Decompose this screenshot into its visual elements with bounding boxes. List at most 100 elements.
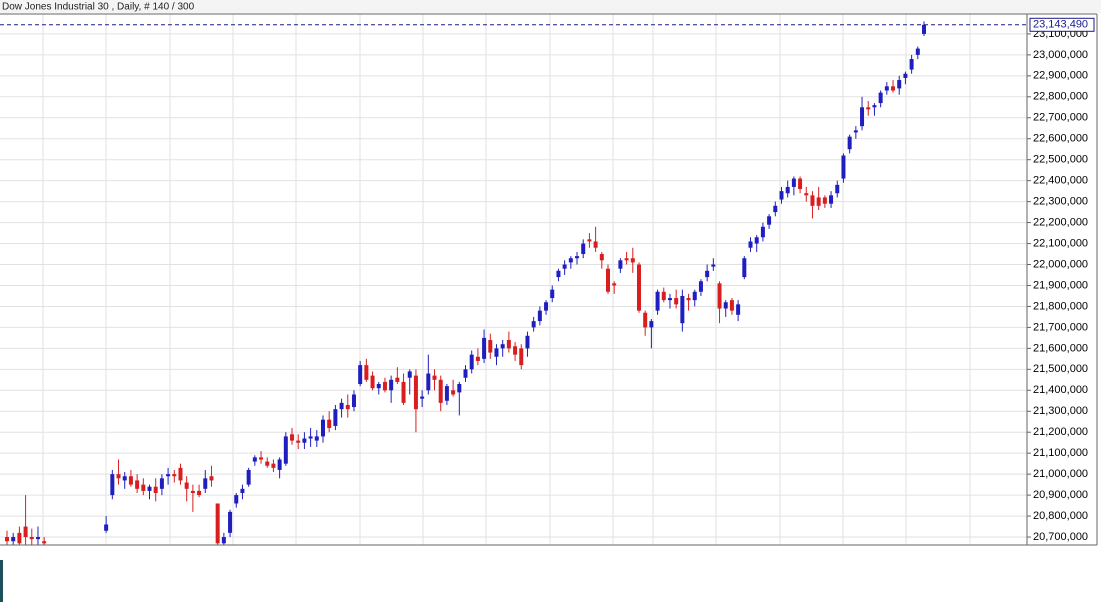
candle-body [308,436,313,439]
candle-body [562,264,567,269]
y-tick-label: 22,500,000 [1033,154,1088,166]
candle-body [141,484,146,491]
candle-body [110,474,115,496]
candle-body [847,136,852,150]
candle-body [791,178,796,187]
candle-body [197,490,202,496]
candle-body [413,375,418,410]
candle-body [723,302,728,309]
y-tick-label: 22,600,000 [1033,133,1088,145]
candle-body [544,302,549,311]
candle-body [203,478,208,489]
candle-body [897,80,902,89]
candle-body [153,486,158,494]
y-tick-label: 23,000,000 [1033,49,1088,61]
candle-body [122,476,127,481]
candle-body [891,86,896,91]
y-tick-label: 21,500,000 [1033,363,1088,375]
candle-body [314,436,319,441]
candle-body [829,195,834,204]
y-tick-label: 21,000,000 [1033,468,1088,480]
candle-body [612,283,617,286]
candle-body [475,356,480,361]
y-tick-label: 22,300,000 [1033,196,1088,208]
candle-body [729,300,734,311]
candle-body [575,256,580,259]
y-tick-label: 22,400,000 [1033,175,1088,187]
candle-body [469,354,474,370]
candle-body [674,298,679,305]
candle-body [370,375,375,389]
candle-body [860,107,865,127]
candle-body [742,258,747,278]
candle-body [104,524,109,531]
candle-body [760,226,765,238]
candle-body [717,283,722,309]
candle-body [17,532,22,544]
candle-body [785,186,790,194]
candle-body [290,434,295,441]
candle-body [754,237,759,244]
candle-body [320,419,325,437]
candle-body [395,377,400,382]
window-edge [0,560,3,602]
candle-body [606,268,611,292]
candle-body [389,379,394,391]
candle-body [494,348,499,357]
candle-body [135,480,140,489]
candle-body [358,365,363,385]
candle-body [506,339,511,349]
candle-body [376,384,381,389]
candle-body [643,312,648,328]
candle-body [599,254,604,261]
y-tick-label: 22,700,000 [1033,112,1088,124]
candle-body [822,197,827,204]
y-tick-label: 22,800,000 [1033,91,1088,103]
candle-body [438,379,443,403]
y-tick-label: 21,600,000 [1033,342,1088,354]
candle-body [655,291,660,311]
candle-body [252,457,257,462]
title-band [0,0,1101,13]
y-tick-label: 20,900,000 [1033,489,1088,501]
candle-body [922,24,926,34]
candle-body [35,537,40,540]
candle-body [5,537,9,542]
candle-body [488,339,493,353]
candle-body [259,457,264,460]
candle-body [531,321,536,328]
candle-body [587,239,592,242]
candle-body [172,474,177,477]
candle-body [271,463,276,468]
candle-body [23,526,28,538]
y-tick-label: 22,900,000 [1033,70,1088,82]
candle-body [624,258,629,261]
candle-body [779,191,784,200]
candle-body [159,478,164,489]
candle-body [333,409,338,426]
candle-body [878,92,883,104]
candle-body [228,511,233,533]
y-tick-label: 20,700,000 [1033,531,1088,543]
candle-body [667,298,672,301]
candle-body [265,461,270,466]
y-tick-label: 22,000,000 [1033,258,1088,270]
candle-body [345,404,350,410]
candle-body [692,291,697,301]
candle-body [296,440,301,443]
grid [0,14,1027,545]
candle-body [705,270,710,278]
candle-body [234,495,239,504]
candle-body [537,310,542,322]
candle-body [872,105,877,108]
candle-body [401,381,406,403]
candle-body [513,346,518,355]
candle-body [364,365,369,380]
candle-body [835,184,840,194]
candle-body [903,73,908,78]
candle-body [909,59,914,70]
candles [5,21,926,545]
candle-body [277,459,282,470]
candle-body [382,381,387,391]
candle-body [698,281,703,292]
